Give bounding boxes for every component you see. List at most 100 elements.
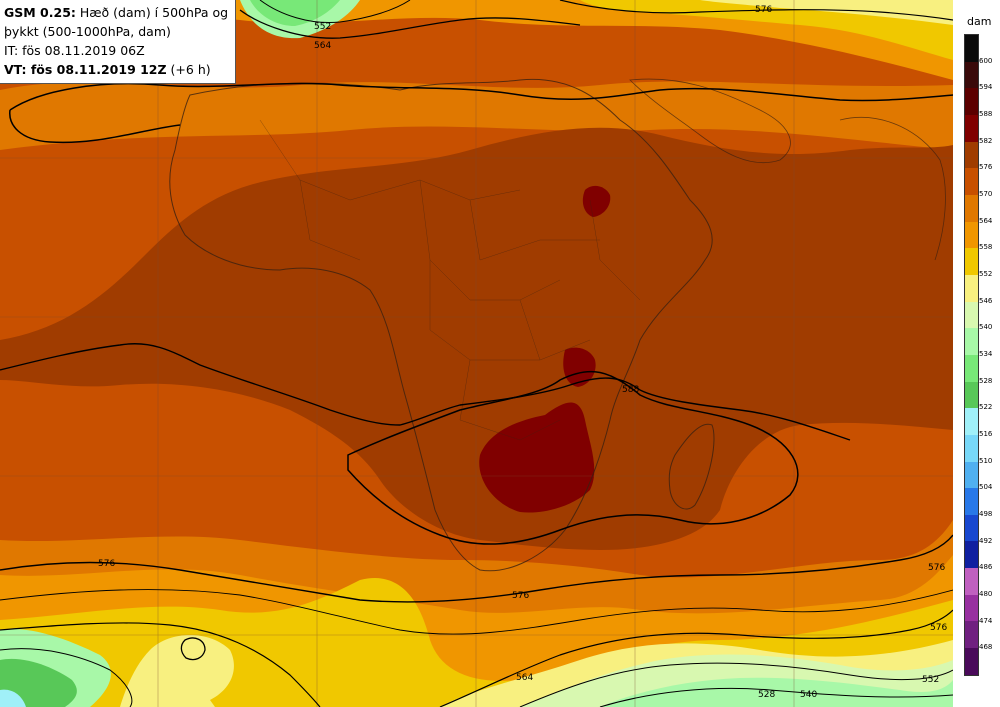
legend-level-label: 474 bbox=[979, 616, 993, 625]
legend-swatch bbox=[965, 434, 978, 462]
legend-swatch bbox=[965, 88, 978, 115]
legend-swatch bbox=[965, 541, 978, 569]
contour-588 bbox=[347, 370, 799, 545]
contour-label: 552 bbox=[314, 22, 331, 32]
legend-swatch bbox=[965, 514, 978, 542]
madagascar-coastline bbox=[668, 423, 715, 510]
legend-level-label: 558 bbox=[979, 243, 993, 252]
fill-534-sw bbox=[0, 658, 77, 707]
legend-swatch bbox=[965, 114, 978, 142]
legend-swatch bbox=[965, 621, 978, 649]
legend-swatch bbox=[965, 488, 978, 515]
info-box: GSM 0.25: Hæð (dam) í 500hPa og þykkt (5… bbox=[0, 0, 236, 84]
fill-564-band bbox=[0, 81, 953, 150]
contour-576-north bbox=[9, 82, 953, 111]
legend-level-label: 594 bbox=[979, 83, 993, 92]
legend-swatch bbox=[965, 594, 978, 622]
legend-swatch bbox=[965, 301, 978, 329]
contour-label: 576 bbox=[928, 563, 945, 573]
legend-swatch bbox=[965, 354, 978, 382]
contour-label: 576 bbox=[755, 5, 772, 15]
legend-swatch bbox=[965, 328, 978, 355]
legend-swatch bbox=[965, 648, 978, 675]
legend-level-label: 552 bbox=[979, 270, 993, 278]
legend-swatch bbox=[965, 61, 978, 89]
legend-swatch bbox=[965, 168, 978, 195]
legend-swatch bbox=[965, 194, 978, 222]
title-rest: Hæð (dam) í 500hPa og bbox=[75, 5, 229, 20]
contour-540 bbox=[599, 687, 953, 707]
map-canvas: 552 564 576 576 576 576 588 576 564 540 … bbox=[0, 0, 953, 707]
legend-swatch bbox=[965, 461, 978, 489]
contour-label: 576 bbox=[930, 623, 947, 633]
contour-label-layer: 552 564 576 576 576 576 588 576 564 540 … bbox=[98, 5, 947, 700]
legend-level-label: 570 bbox=[979, 190, 993, 198]
legend-level-label: 528 bbox=[979, 376, 993, 385]
legend-level-label: 486 bbox=[979, 563, 993, 572]
legend-level-label: 534 bbox=[979, 350, 993, 358]
contour-label: 528 bbox=[758, 690, 775, 700]
contour-552-west bbox=[0, 648, 133, 707]
contour-label: 540 bbox=[800, 690, 817, 700]
contour-564-east bbox=[439, 609, 953, 707]
legend-level-label: 588 bbox=[979, 110, 993, 118]
legend-level-label: 498 bbox=[979, 510, 993, 518]
issue-time: IT: fös 08.11.2019 06Z bbox=[4, 43, 145, 58]
fill-582-north bbox=[582, 185, 611, 217]
legend-swatch bbox=[965, 568, 978, 595]
contour-label: 552 bbox=[922, 675, 939, 685]
legend-level-label: 564 bbox=[979, 216, 993, 225]
valid-offset: (+6 h) bbox=[166, 62, 211, 77]
fill-540-north bbox=[250, 0, 340, 26]
contour-label: 576 bbox=[512, 591, 529, 601]
legend-level-label: 576 bbox=[979, 163, 993, 172]
legend-level-label: 522 bbox=[979, 403, 993, 412]
country-borders bbox=[259, 119, 641, 441]
title-line-1: GSM 0.25: Hæð (dam) í 500hPa og bbox=[4, 3, 231, 22]
valid-time: VT: fös 08.11.2019 12Z bbox=[4, 62, 167, 77]
fill-582-south bbox=[479, 402, 595, 513]
legend-swatch bbox=[965, 274, 978, 302]
legend-swatch bbox=[965, 381, 978, 409]
india-coastline bbox=[839, 117, 946, 261]
fill-558-north bbox=[580, 0, 953, 60]
contour-576-ne bbox=[559, 0, 953, 21]
legend-level-label: 480 bbox=[979, 590, 993, 598]
legend-level-label: 582 bbox=[979, 136, 993, 145]
contour-label: 564 bbox=[516, 673, 533, 683]
contour-552 bbox=[519, 662, 953, 707]
legend-swatch bbox=[965, 141, 978, 169]
fill-552-north bbox=[700, 0, 953, 25]
model-label: GSM 0.25: bbox=[4, 5, 76, 20]
contour-label: 576 bbox=[98, 559, 115, 569]
legend-swatch bbox=[965, 408, 978, 435]
valid-time-line: VT: fös 08.11.2019 12Z (+6 h) bbox=[4, 60, 231, 79]
contour-label: 564 bbox=[314, 41, 331, 51]
legend-level-label: 510 bbox=[979, 456, 993, 465]
contour-low-ring bbox=[180, 637, 206, 661]
fill-564-north bbox=[0, 0, 953, 80]
fill-540-south bbox=[600, 677, 953, 707]
contour-564-north bbox=[239, 9, 581, 39]
legend-swatch bbox=[965, 35, 978, 62]
legend-level-label: 546 bbox=[979, 296, 993, 305]
contours bbox=[0, 0, 953, 707]
fill-552-south-a bbox=[120, 635, 234, 707]
legend-level-label: 468 bbox=[979, 643, 993, 652]
legend-swatch bbox=[965, 248, 978, 275]
contour-576-south bbox=[0, 534, 953, 603]
fill-522-sw bbox=[0, 689, 26, 707]
contour-582 bbox=[0, 343, 851, 441]
legend-level-label: 516 bbox=[979, 430, 993, 438]
legend-swatch bbox=[965, 221, 978, 249]
title-line-2: þykkt (500-1000hPa, dam) bbox=[4, 24, 171, 39]
legend-level-label: 600 bbox=[979, 56, 993, 65]
contour-564-west bbox=[0, 622, 321, 707]
graticule bbox=[0, 0, 953, 707]
contour-label: 588 bbox=[622, 385, 639, 395]
legend-level-label: 540 bbox=[979, 323, 993, 332]
legend-colorbar bbox=[964, 34, 979, 676]
fill-582-east bbox=[563, 347, 596, 387]
contour-576-nw bbox=[9, 109, 181, 144]
legend-level-label: 492 bbox=[979, 536, 993, 545]
